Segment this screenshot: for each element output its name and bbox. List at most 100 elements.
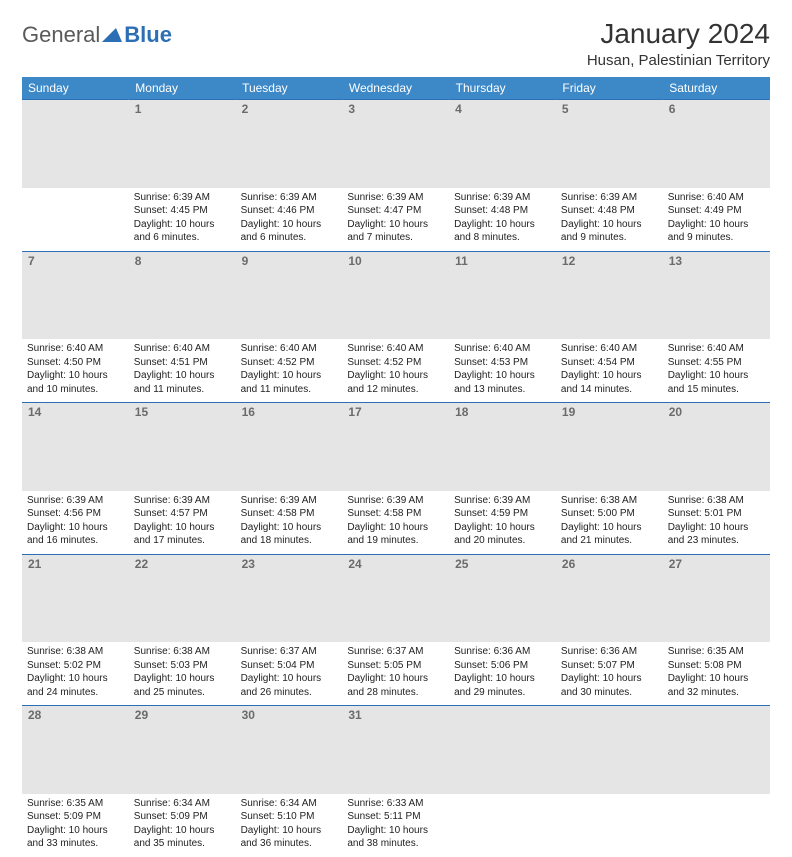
sunrise-line: Sunrise: 6:39 AM bbox=[347, 494, 444, 508]
sunset-line: Sunset: 5:05 PM bbox=[347, 659, 444, 673]
daylight-line: Daylight: 10 hours and 30 minutes. bbox=[561, 672, 658, 699]
sunset-line: Sunset: 4:50 PM bbox=[27, 356, 124, 370]
daylight-line: Daylight: 10 hours and 25 minutes. bbox=[134, 672, 231, 699]
weekday-header: Sunday bbox=[22, 77, 129, 100]
sunrise-line: Sunrise: 6:39 AM bbox=[347, 191, 444, 205]
daylight-line: Daylight: 10 hours and 17 minutes. bbox=[134, 521, 231, 548]
daylight-line: Daylight: 10 hours and 11 minutes. bbox=[241, 369, 338, 396]
daylight-line: Daylight: 10 hours and 15 minutes. bbox=[668, 369, 765, 396]
daylight-line: Daylight: 10 hours and 10 minutes. bbox=[27, 369, 124, 396]
daylight-line: Daylight: 10 hours and 35 minutes. bbox=[134, 824, 231, 851]
day-number-cell: 7 bbox=[22, 251, 129, 339]
day-number-cell: 11 bbox=[449, 251, 556, 339]
daylight-line: Daylight: 10 hours and 14 minutes. bbox=[561, 369, 658, 396]
day-content-cell: Sunrise: 6:37 AMSunset: 5:04 PMDaylight:… bbox=[236, 642, 343, 706]
daylight-line: Daylight: 10 hours and 23 minutes. bbox=[668, 521, 765, 548]
day-content-cell: Sunrise: 6:39 AMSunset: 4:47 PMDaylight:… bbox=[342, 188, 449, 252]
day-content-cell: Sunrise: 6:35 AMSunset: 5:09 PMDaylight:… bbox=[22, 794, 129, 857]
day-number-cell: 5 bbox=[556, 100, 663, 188]
sunrise-line: Sunrise: 6:40 AM bbox=[134, 342, 231, 356]
sunrise-line: Sunrise: 6:39 AM bbox=[241, 191, 338, 205]
day-content-cell: Sunrise: 6:40 AMSunset: 4:55 PMDaylight:… bbox=[663, 339, 770, 403]
day-number-cell: 4 bbox=[449, 100, 556, 188]
sunrise-line: Sunrise: 6:35 AM bbox=[27, 797, 124, 811]
day-content-cell: Sunrise: 6:40 AMSunset: 4:54 PMDaylight:… bbox=[556, 339, 663, 403]
sunset-line: Sunset: 5:03 PM bbox=[134, 659, 231, 673]
day-number-cell bbox=[663, 706, 770, 794]
sunrise-line: Sunrise: 6:33 AM bbox=[347, 797, 444, 811]
day-content-cell bbox=[449, 794, 556, 857]
day-content-cell: Sunrise: 6:38 AMSunset: 5:03 PMDaylight:… bbox=[129, 642, 236, 706]
daylight-line: Daylight: 10 hours and 9 minutes. bbox=[561, 218, 658, 245]
weekday-header: Thursday bbox=[449, 77, 556, 100]
daylight-line: Daylight: 10 hours and 18 minutes. bbox=[241, 521, 338, 548]
day-number-cell bbox=[22, 100, 129, 188]
daylight-line: Daylight: 10 hours and 26 minutes. bbox=[241, 672, 338, 699]
day-number-cell: 2 bbox=[236, 100, 343, 188]
day-content-cell bbox=[663, 794, 770, 857]
day-number-cell: 23 bbox=[236, 554, 343, 642]
sunrise-line: Sunrise: 6:38 AM bbox=[27, 645, 124, 659]
day-content-cell bbox=[22, 188, 129, 252]
sunrise-line: Sunrise: 6:39 AM bbox=[241, 494, 338, 508]
sunset-line: Sunset: 5:01 PM bbox=[668, 507, 765, 521]
day-content-cell: Sunrise: 6:39 AMSunset: 4:59 PMDaylight:… bbox=[449, 491, 556, 555]
sunset-line: Sunset: 5:06 PM bbox=[454, 659, 551, 673]
day-content-cell: Sunrise: 6:40 AMSunset: 4:50 PMDaylight:… bbox=[22, 339, 129, 403]
sunset-line: Sunset: 4:48 PM bbox=[454, 204, 551, 218]
day-content-row: Sunrise: 6:40 AMSunset: 4:50 PMDaylight:… bbox=[22, 339, 770, 403]
sunset-line: Sunset: 5:10 PM bbox=[241, 810, 338, 824]
daylight-line: Daylight: 10 hours and 11 minutes. bbox=[134, 369, 231, 396]
logo-text-general: General bbox=[22, 22, 100, 48]
day-content-cell: Sunrise: 6:39 AMSunset: 4:57 PMDaylight:… bbox=[129, 491, 236, 555]
sunrise-line: Sunrise: 6:34 AM bbox=[134, 797, 231, 811]
sunset-line: Sunset: 5:09 PM bbox=[27, 810, 124, 824]
sunrise-line: Sunrise: 6:39 AM bbox=[561, 191, 658, 205]
sunset-line: Sunset: 5:08 PM bbox=[668, 659, 765, 673]
day-content-cell: Sunrise: 6:38 AMSunset: 5:00 PMDaylight:… bbox=[556, 491, 663, 555]
day-number-row: 21222324252627 bbox=[22, 554, 770, 642]
daylight-line: Daylight: 10 hours and 9 minutes. bbox=[668, 218, 765, 245]
day-number-row: 14151617181920 bbox=[22, 403, 770, 491]
day-content-row: Sunrise: 6:38 AMSunset: 5:02 PMDaylight:… bbox=[22, 642, 770, 706]
sunset-line: Sunset: 4:51 PM bbox=[134, 356, 231, 370]
day-number-cell: 17 bbox=[342, 403, 449, 491]
day-number-cell: 20 bbox=[663, 403, 770, 491]
day-content-cell: Sunrise: 6:38 AMSunset: 5:02 PMDaylight:… bbox=[22, 642, 129, 706]
day-content-cell: Sunrise: 6:36 AMSunset: 5:07 PMDaylight:… bbox=[556, 642, 663, 706]
page-title: January 2024 bbox=[587, 18, 770, 50]
sunset-line: Sunset: 5:04 PM bbox=[241, 659, 338, 673]
day-content-cell: Sunrise: 6:40 AMSunset: 4:52 PMDaylight:… bbox=[236, 339, 343, 403]
sunrise-line: Sunrise: 6:40 AM bbox=[347, 342, 444, 356]
calendar-table: Sunday Monday Tuesday Wednesday Thursday… bbox=[22, 77, 770, 857]
daylight-line: Daylight: 10 hours and 24 minutes. bbox=[27, 672, 124, 699]
daylight-line: Daylight: 10 hours and 6 minutes. bbox=[134, 218, 231, 245]
daylight-line: Daylight: 10 hours and 12 minutes. bbox=[347, 369, 444, 396]
day-number-cell: 16 bbox=[236, 403, 343, 491]
day-number-cell: 30 bbox=[236, 706, 343, 794]
weekday-header: Saturday bbox=[663, 77, 770, 100]
sunrise-line: Sunrise: 6:39 AM bbox=[27, 494, 124, 508]
sunrise-line: Sunrise: 6:39 AM bbox=[454, 494, 551, 508]
sunset-line: Sunset: 4:48 PM bbox=[561, 204, 658, 218]
day-content-cell: Sunrise: 6:34 AMSunset: 5:09 PMDaylight:… bbox=[129, 794, 236, 857]
day-content-cell bbox=[556, 794, 663, 857]
day-content-cell: Sunrise: 6:40 AMSunset: 4:49 PMDaylight:… bbox=[663, 188, 770, 252]
logo: General Blue bbox=[22, 22, 172, 48]
daylight-line: Daylight: 10 hours and 6 minutes. bbox=[241, 218, 338, 245]
sunrise-line: Sunrise: 6:39 AM bbox=[134, 494, 231, 508]
sunrise-line: Sunrise: 6:38 AM bbox=[134, 645, 231, 659]
daylight-line: Daylight: 10 hours and 21 minutes. bbox=[561, 521, 658, 548]
sunset-line: Sunset: 5:02 PM bbox=[27, 659, 124, 673]
logo-text-blue: Blue bbox=[124, 22, 172, 47]
day-content-cell: Sunrise: 6:37 AMSunset: 5:05 PMDaylight:… bbox=[342, 642, 449, 706]
sunset-line: Sunset: 4:54 PM bbox=[561, 356, 658, 370]
day-content-cell: Sunrise: 6:39 AMSunset: 4:58 PMDaylight:… bbox=[236, 491, 343, 555]
day-content-cell: Sunrise: 6:39 AMSunset: 4:48 PMDaylight:… bbox=[449, 188, 556, 252]
day-number-cell: 14 bbox=[22, 403, 129, 491]
day-content-cell: Sunrise: 6:40 AMSunset: 4:51 PMDaylight:… bbox=[129, 339, 236, 403]
sunrise-line: Sunrise: 6:37 AM bbox=[241, 645, 338, 659]
day-number-cell: 3 bbox=[342, 100, 449, 188]
sunset-line: Sunset: 5:00 PM bbox=[561, 507, 658, 521]
day-number-cell: 26 bbox=[556, 554, 663, 642]
